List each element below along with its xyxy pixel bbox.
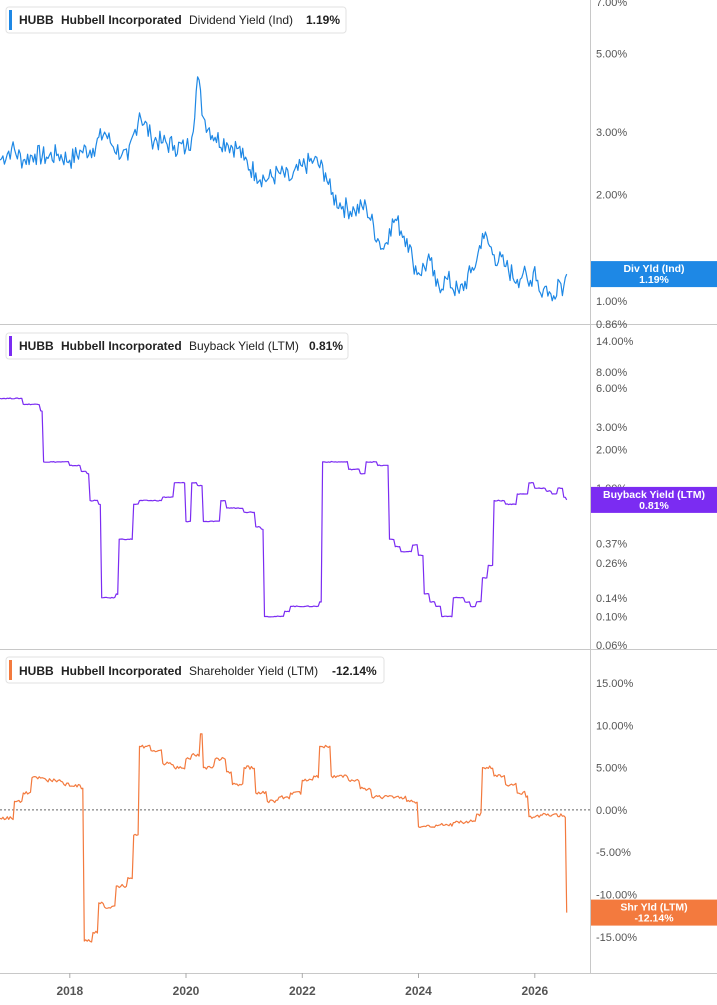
- legend-color-swatch: [9, 10, 12, 30]
- y-tick-label: 0.14%: [596, 593, 627, 605]
- legend-metric: Dividend Yield (Ind): [189, 13, 293, 27]
- flag-label: Div Yld (Ind): [623, 263, 684, 275]
- dividend-yield-panel: 7.00% 5.00% 3.00% 2.00% 1.00% 0.86% Div Yld (I…: [0, 0, 717, 331]
- y-tick-label: 5.00%: [596, 763, 627, 775]
- legend-color-swatch: [9, 336, 12, 356]
- current-value-flag: [591, 486, 717, 513]
- x-tick-label: 2018: [56, 984, 83, 998]
- buyback-yield-panel: 14.00%8.00%6.00%3.00%2.00%1.00%0.37%0.26…: [0, 336, 717, 652]
- flag-value: 1.19%: [639, 274, 669, 286]
- legend-ticker: HUBB: [19, 13, 54, 27]
- y-tick-label: 0.86%: [596, 319, 627, 331]
- y-tick-label: -5.00%: [596, 847, 631, 859]
- legend-company: Hubbell Incorporated: [61, 664, 182, 678]
- y-tick-label: 3.00%: [596, 127, 627, 139]
- y-tick-label: 0.37%: [596, 539, 627, 551]
- y-tick-label: 0.26%: [596, 558, 627, 570]
- x-axis: 2018 2020 2022 2024 2026: [56, 973, 548, 998]
- y-tick-label: 2.00%: [596, 189, 627, 201]
- legend-company: Hubbell Incorporated: [61, 13, 182, 27]
- y-tick-label: 5.00%: [596, 49, 627, 61]
- current-value-flag: [591, 261, 717, 288]
- flag-value: 0.81%: [639, 500, 669, 512]
- legend-metric: Buyback Yield (LTM): [189, 339, 299, 353]
- flag-value: -12.14%: [634, 913, 674, 925]
- y-tick-label: 2.00%: [596, 445, 627, 457]
- flag-label: Shr Yld (LTM): [620, 902, 687, 914]
- x-tick-label: 2024: [405, 984, 432, 998]
- y-tick-label: 14.00%: [596, 336, 634, 348]
- legend-shareholder-yield: HUBB Hubbell Incorporated Shareholder Yi…: [5, 656, 385, 684]
- y-tick-label: 0.10%: [596, 612, 627, 624]
- y-tick-label: 7.00%: [596, 0, 627, 9]
- y-tick-label: 6.00%: [596, 383, 627, 395]
- y-tick-label: 0.00%: [596, 805, 627, 817]
- legend-ticker: HUBB: [19, 339, 54, 353]
- x-tick-label: 2022: [289, 984, 316, 998]
- legend-buyback-yield: HUBB Hubbell Incorporated Buyback Yield …: [5, 332, 349, 360]
- y-tick-label: 0.06%: [596, 640, 627, 652]
- y-tick-label: 1.00%: [596, 296, 627, 308]
- series-line: [0, 76, 568, 302]
- legend-metric: Shareholder Yield (LTM): [189, 664, 318, 678]
- legend-dividend-yield: HUBB Hubbell Incorporated Dividend Yield…: [5, 6, 347, 34]
- legend-color-swatch: [9, 660, 12, 680]
- y-tick-label: 15.00%: [596, 678, 634, 690]
- y-tick-label: -15.00%: [596, 932, 637, 944]
- x-tick-label: 2020: [173, 984, 200, 998]
- x-tick-label: 2026: [521, 984, 548, 998]
- shareholder-yield-panel: 15.00% 10.00% 5.00% 0.00% -5.00% -10.00% -15.0…: [0, 678, 717, 944]
- y-tick-label: 3.00%: [596, 422, 627, 434]
- y-tick-label: -10.00%: [596, 890, 637, 902]
- series-line: [0, 733, 568, 943]
- legend-ticker: HUBB: [19, 664, 54, 678]
- series-line: [0, 397, 568, 618]
- legend-value: 0.81%: [309, 339, 343, 353]
- current-value-flag: [591, 899, 717, 926]
- legend-value: -12.14%: [332, 664, 377, 678]
- flag-label: Buyback Yield (LTM): [603, 489, 705, 501]
- legend-company: Hubbell Incorporated: [61, 339, 182, 353]
- legend-value: 1.19%: [306, 13, 340, 27]
- y-tick-label: 10.00%: [596, 720, 634, 732]
- y-tick-label: 8.00%: [596, 367, 627, 379]
